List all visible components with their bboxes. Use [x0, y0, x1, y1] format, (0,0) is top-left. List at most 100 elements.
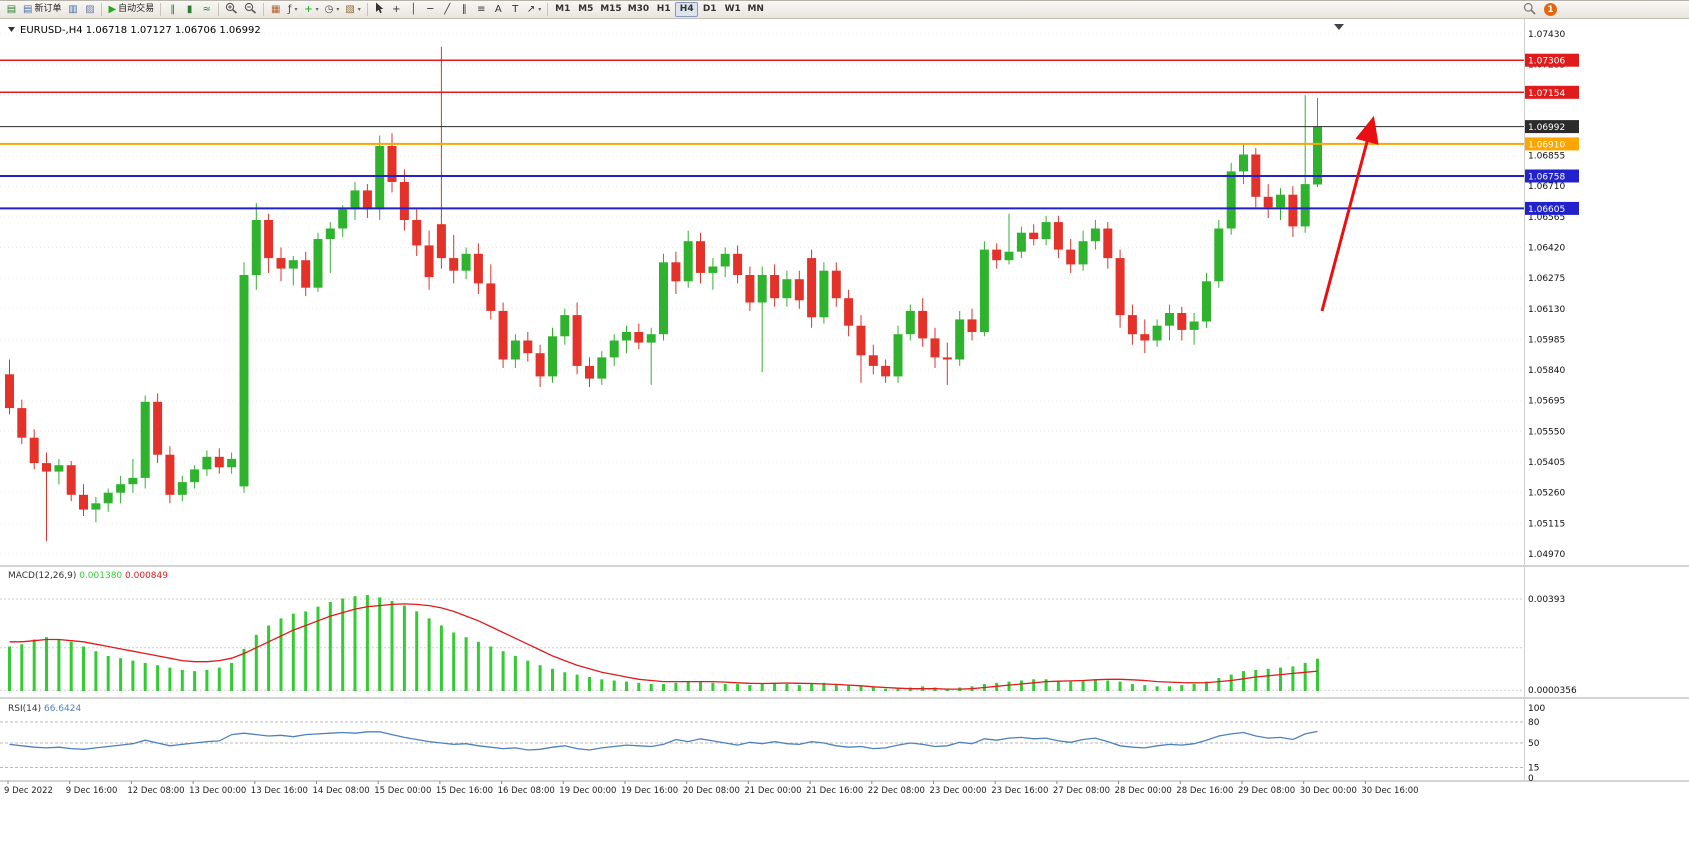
fibonacci-icon: ≡ [477, 3, 486, 15]
zoom-out-button[interactable] [241, 2, 260, 17]
price-tag: 1.07306 [1524, 53, 1579, 67]
candle-body [609, 340, 619, 358]
chart-window[interactable]: 1.074301.072851.071401.069951.068551.067… [0, 19, 1689, 858]
dropdown-caret-icon: ▾ [336, 5, 340, 13]
candle-body [1078, 241, 1088, 265]
macd-signal-line [9, 603, 1318, 690]
time-axis-label: 14 Dec 08:00 [313, 786, 370, 796]
line-chart-button[interactable]: ≈ [198, 2, 215, 17]
arrows-button[interactable]: ↗ ▾ [524, 2, 544, 17]
candle-body [387, 146, 397, 182]
add-indicator-button[interactable]: + ▾ [301, 2, 321, 17]
candle-body [696, 241, 705, 273]
trend-arrow-annotation[interactable] [1320, 115, 1379, 312]
zoom-in-button[interactable] [222, 2, 241, 17]
tf-m15-button[interactable]: M15 [597, 2, 624, 17]
candle-body [461, 253, 471, 271]
cursor-button[interactable] [371, 2, 388, 17]
time-axis-label: 21 Dec 00:00 [744, 786, 801, 796]
tf-m5-button[interactable]: M5 [574, 2, 597, 17]
tf-m15-button-label: M15 [600, 4, 622, 14]
candle-body [1226, 171, 1236, 229]
new-order-button[interactable]: ▤ 新订单 [20, 2, 64, 17]
collapse-icon[interactable] [8, 27, 15, 32]
price-tag: 1.06992 [1524, 120, 1579, 134]
indicators-button[interactable]: ƒ ▾ [284, 2, 301, 17]
time-axis-label: 20 Dec 08:00 [683, 786, 740, 796]
chart-shift-marker[interactable] [1334, 24, 1344, 30]
notification-badge[interactable]: 1 [1544, 3, 1557, 16]
candles-chart-button[interactable]: ▮ [181, 2, 198, 17]
candle-body [214, 456, 224, 468]
candle-body [770, 275, 780, 299]
tf-h1-button[interactable]: H1 [652, 2, 675, 17]
candle-body [794, 279, 804, 301]
cursor-arrow-icon [374, 2, 384, 17]
svg-text:1.06992: 1.06992 [1528, 123, 1565, 133]
candle-body [350, 190, 360, 210]
channel-button[interactable]: ∥ [456, 2, 473, 17]
time-axis-label: 28 Dec 16:00 [1176, 786, 1233, 796]
candle-body [473, 253, 483, 284]
tf-w1-button[interactable]: W1 [721, 2, 744, 17]
vertical-line-button[interactable]: │ [405, 2, 422, 17]
search-icon [1523, 2, 1536, 18]
bars-chart-button[interactable]: ‖ [164, 2, 181, 17]
candle-body [844, 298, 854, 326]
tile-windows-button[interactable]: ▦ [267, 2, 284, 17]
templates-button[interactable]: ▧ ▾ [342, 2, 363, 17]
label-button[interactable]: T [507, 2, 524, 17]
toolbar-separator [263, 3, 265, 16]
candle-body [782, 279, 792, 299]
fibonacci-button[interactable]: ≡ [473, 2, 490, 17]
candle-body [313, 239, 323, 288]
horizontal-line-button[interactable]: ─ [422, 2, 439, 17]
tf-d1-button[interactable]: D1 [698, 2, 721, 17]
text-button[interactable]: A [490, 2, 507, 17]
tf-m1-button[interactable]: M1 [551, 2, 574, 17]
rsi-axis-label: 80 [1528, 718, 1540, 728]
toolbar-separator [547, 3, 549, 16]
tf-m30-button[interactable]: M30 [625, 2, 652, 17]
price-axis-label: 1.05260 [1528, 489, 1565, 499]
market-watch-button[interactable]: ▥ [64, 2, 81, 17]
data-window-button[interactable]: ▨ [81, 2, 98, 17]
candle-body [942, 357, 952, 360]
price-axis-label: 1.05695 [1528, 397, 1565, 407]
candle-body [1053, 222, 1063, 250]
dropdown-caret-icon: ▾ [357, 5, 361, 13]
trendline-button[interactable]: ╱ [439, 2, 456, 17]
candle-body [930, 338, 940, 358]
crosshair-button[interactable]: + [388, 2, 405, 17]
clock-icon: ◷ [324, 3, 334, 15]
candle-body [276, 258, 286, 269]
candle-body [165, 454, 175, 495]
tf-h1-button-label: H1 [656, 4, 671, 14]
candle-body [893, 334, 903, 377]
autotrading-button[interactable]: ▶ 自动交易 [105, 2, 157, 17]
tf-m30-button-label: M30 [627, 4, 650, 14]
new-chart-button[interactable]: ▤ [3, 2, 20, 17]
periods-button[interactable]: ◷ ▾ [322, 2, 343, 17]
chart-ohlc-header: EURUSD-,H4 1.06718 1.07127 1.06706 1.069… [8, 25, 261, 36]
rsi-label: RSI(14) 66.6424 [8, 704, 81, 714]
price-axis-label: 1.06275 [1528, 274, 1565, 284]
candle-body [375, 146, 385, 210]
tf-mn-button[interactable]: MN [744, 2, 767, 17]
candle-body [42, 463, 51, 472]
toolbar-separator [218, 3, 220, 16]
candle-body [807, 258, 817, 318]
dropdown-caret-icon: ▾ [315, 5, 319, 13]
toolbar-right: 1 [1520, 2, 1557, 17]
price-axis-label: 1.04970 [1528, 550, 1565, 560]
svg-text:1.06758: 1.06758 [1528, 173, 1565, 183]
candle-body [1041, 222, 1051, 239]
candle-body [757, 275, 767, 303]
autotrading-play-icon: ▶ [108, 3, 117, 15]
candle-body [585, 365, 594, 379]
search-button[interactable] [1520, 2, 1539, 17]
tf-h4-button[interactable]: H4 [675, 2, 699, 17]
time-axis-label: 16 Dec 08:00 [498, 786, 555, 796]
chart-canvas[interactable]: 1.074301.072851.071401.069951.068551.067… [0, 19, 1689, 858]
candle-body [523, 340, 533, 354]
